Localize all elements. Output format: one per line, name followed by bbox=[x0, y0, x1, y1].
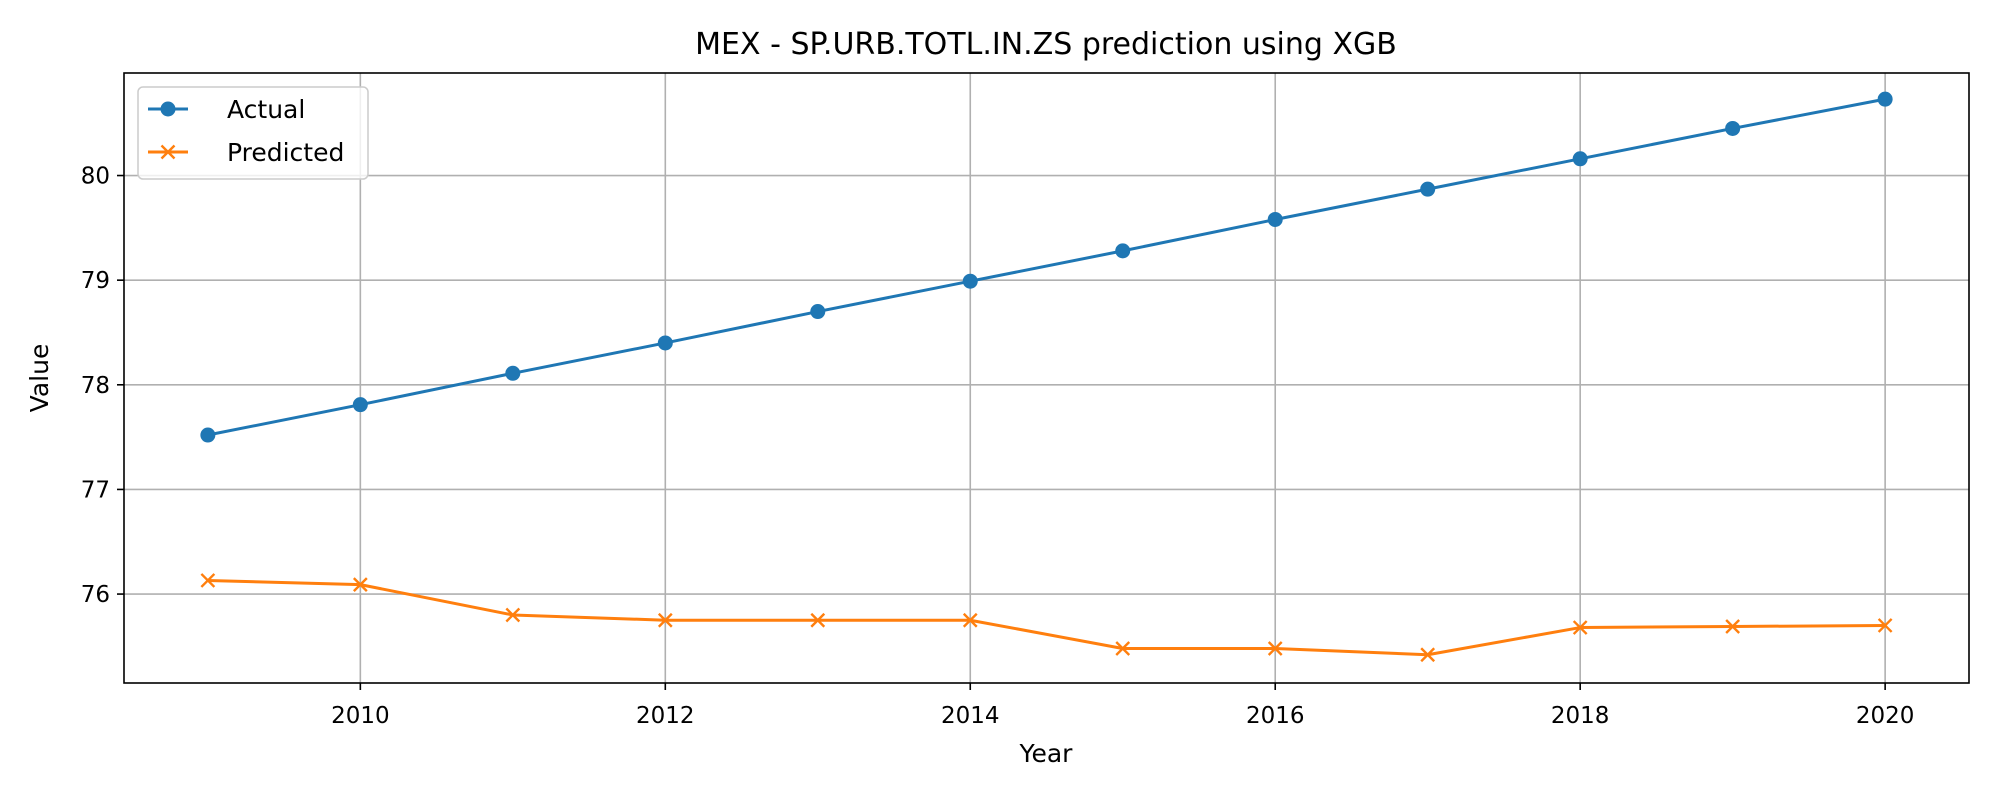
y-tick-label: 76 bbox=[81, 582, 110, 608]
legend-box bbox=[137, 86, 369, 180]
data-point-actual bbox=[352, 397, 368, 413]
data-point-actual bbox=[1572, 151, 1588, 167]
data-point-predicted bbox=[810, 612, 826, 628]
series-line-actual bbox=[207, 97, 1886, 437]
x-axis-label: Year bbox=[1019, 739, 1074, 768]
axis-ticks: 2010 2012 2014 2016 2018 2020 76 77 78 79 80 bbox=[81, 164, 1915, 729]
legend-label-actual: Actual bbox=[227, 95, 305, 124]
data-point-actual bbox=[657, 335, 673, 351]
chart-title: MEX - SP.URB.TOTL.IN.ZS prediction using… bbox=[695, 27, 1397, 62]
data-point-actual bbox=[200, 427, 216, 443]
data-point-actual bbox=[1420, 181, 1436, 197]
data-point-actual bbox=[1115, 243, 1131, 259]
legend: Actual Predicted bbox=[137, 86, 369, 180]
data-point-predicted bbox=[1572, 620, 1588, 635]
legend-label-predicted: Predicted bbox=[227, 138, 344, 167]
data-point-predicted bbox=[505, 607, 521, 623]
x-tick-label: 2012 bbox=[636, 703, 695, 729]
series-line-predicted bbox=[207, 578, 1886, 657]
data-point-predicted bbox=[352, 577, 368, 592]
legend-marker-actual bbox=[160, 101, 176, 117]
data-point-predicted bbox=[1725, 619, 1741, 634]
data-point-actual bbox=[1267, 211, 1283, 227]
y-tick-label: 78 bbox=[81, 373, 110, 399]
data-point-predicted bbox=[200, 573, 216, 588]
grid-lines bbox=[124, 73, 1969, 683]
y-tick-label: 79 bbox=[81, 268, 110, 294]
data-point-predicted bbox=[657, 612, 673, 628]
x-tick-label: 2018 bbox=[1551, 703, 1610, 729]
y-tick-label: 77 bbox=[81, 477, 110, 503]
data-point-actual bbox=[505, 365, 521, 381]
x-tick-label: 2016 bbox=[1246, 703, 1305, 729]
legend-marker-predicted bbox=[160, 144, 176, 160]
data-point-actual bbox=[1725, 120, 1741, 136]
x-tick-label: 2010 bbox=[331, 703, 390, 729]
data-point-predicted bbox=[1115, 641, 1131, 656]
data-point-predicted bbox=[1420, 647, 1436, 663]
y-axis-label: Value bbox=[25, 344, 54, 413]
plot-frame bbox=[123, 72, 1970, 684]
data-point-predicted bbox=[962, 612, 978, 628]
data-point-predicted bbox=[1267, 641, 1283, 656]
data-point-actual bbox=[810, 304, 826, 320]
data-point-actual bbox=[962, 273, 978, 289]
y-tick-label: 80 bbox=[81, 164, 110, 190]
data-point-predicted bbox=[1877, 618, 1893, 633]
series-group bbox=[200, 91, 1893, 663]
x-tick-label: 2014 bbox=[941, 703, 1000, 729]
x-tick-label: 2020 bbox=[1856, 703, 1915, 729]
data-point-actual bbox=[1877, 91, 1893, 107]
